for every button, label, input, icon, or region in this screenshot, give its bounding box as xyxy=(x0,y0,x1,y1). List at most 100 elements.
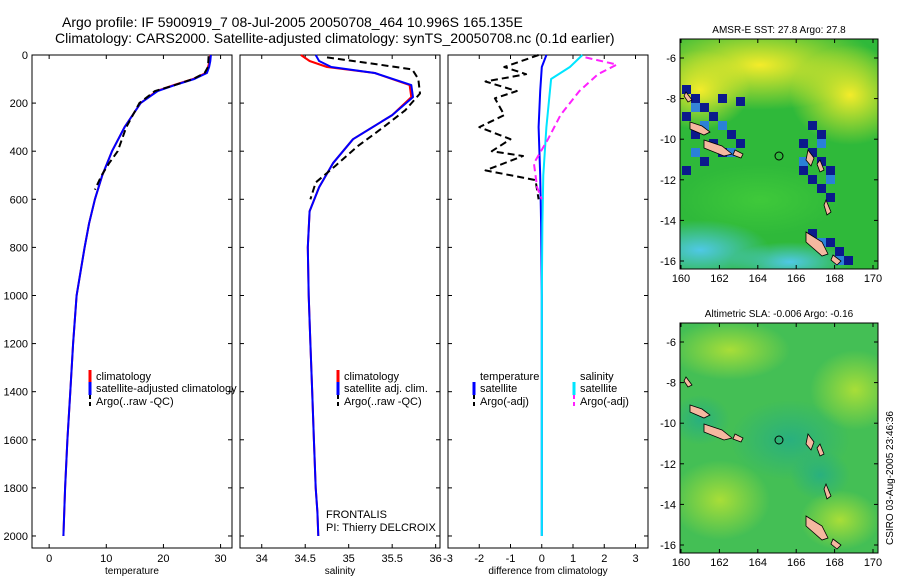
legend-temp-argo-label: Argo(-adj) xyxy=(480,396,529,408)
map-x-tick-label: 162 xyxy=(710,273,728,285)
sst-map: AMSR-E SST: 27.8 Argo: 27.8 xyxy=(660,25,882,285)
temperature-x-tick-label: 30 xyxy=(214,553,226,565)
map-x-tick-label: 160 xyxy=(672,273,690,285)
depth-tick-label: 600 xyxy=(10,194,28,206)
map-y-tick-label: -10 xyxy=(660,418,676,430)
difference-legend-salinity: salinity satellite Argo(-adj) xyxy=(572,371,629,408)
map-x-tick-label: 168 xyxy=(825,273,843,285)
salinity-x-tick-label: 34 xyxy=(256,553,268,565)
map-y-tick-label: -12 xyxy=(660,175,676,187)
legend-climatology-label: climatology xyxy=(96,371,152,383)
sla-land xyxy=(683,376,842,550)
legend-sal-argo-label: Argo(-adj) xyxy=(580,396,629,408)
depth-tick-label: 200 xyxy=(10,98,28,110)
map-x-tick-label: 166 xyxy=(787,557,805,569)
sst-map-field xyxy=(680,39,878,269)
map-x-tick-label: 170 xyxy=(864,273,882,285)
difference-plot-frame xyxy=(447,54,649,549)
legend-satellite-label: satellite adj. clim. xyxy=(344,383,428,395)
salinity-legend: climatology satellite adj. clim. Argo(..… xyxy=(336,370,428,408)
legend-temp-satellite-label: satellite xyxy=(480,383,517,395)
legend-heading-temperature: temperature xyxy=(480,371,539,383)
map-y-tick-label: -14 xyxy=(660,215,676,227)
map-y-tick-label: -6 xyxy=(666,53,676,65)
salinity-panel: 34 34.5 35 35.5 36 salinity xyxy=(239,54,442,577)
map-x-tick-label: 160 xyxy=(672,557,690,569)
depth-tick-label: 1400 xyxy=(4,387,28,399)
map-x-tick-label: 164 xyxy=(749,557,767,569)
difference-x-tick-label: -3 xyxy=(443,553,453,565)
map-y-tick-label: -16 xyxy=(660,256,676,268)
sst-cloud-gaps xyxy=(682,85,853,265)
sst-map-title: AMSR-E SST: 27.8 Argo: 27.8 xyxy=(712,25,846,36)
salinity-series-climatology xyxy=(300,54,413,537)
legend-argo-label: Argo(..raw -QC) xyxy=(344,396,422,408)
map-x-tick-label: 170 xyxy=(864,557,882,569)
map-x-tick-label: 164 xyxy=(749,273,767,285)
argo-position-marker xyxy=(774,435,784,445)
difference-x-tick-label: 0 xyxy=(539,553,545,565)
sst-map-frame xyxy=(679,38,879,270)
temperature-x-axis-label: temperature xyxy=(105,566,159,577)
salinity-plot-frame xyxy=(239,54,441,549)
map-y-tick-label: -6 xyxy=(666,337,676,349)
depth-tick-label: 2000 xyxy=(4,531,28,543)
temperature-plot-frame xyxy=(31,54,233,549)
depth-tick-label: 800 xyxy=(10,242,28,254)
difference-series-temperature-argo-adj xyxy=(478,54,540,200)
difference-legend-temperature: temperature satellite Argo(-adj) xyxy=(472,371,539,408)
difference-x-tick-label: 1 xyxy=(570,553,576,565)
map-y-tick-label: -8 xyxy=(666,94,676,106)
argo-position-marker xyxy=(774,151,784,161)
map-x-tick-label: 168 xyxy=(825,557,843,569)
map-x-tick-label: 166 xyxy=(787,273,805,285)
difference-x-tick-label: -2 xyxy=(474,553,484,565)
sla-map-title: Altimetric SLA: -0.006 Argo: -0.16 xyxy=(705,309,854,320)
sla-map-axes: 160 162 164 166 168 170 -6 -8 -10 -12 -14 -16 xyxy=(660,323,882,569)
depth-tick-label: 1600 xyxy=(4,435,28,447)
salinity-x-tick-label: 34.5 xyxy=(295,553,316,565)
legend-argo-label: Argo(..raw -QC) xyxy=(96,396,174,408)
map-y-tick-label: -12 xyxy=(660,459,676,471)
legend-heading-salinity: salinity xyxy=(580,371,614,383)
sst-land xyxy=(683,91,842,266)
difference-x-tick-label: 3 xyxy=(632,553,638,565)
depth-tick-label: 400 xyxy=(10,146,28,158)
map-x-tick-label: 162 xyxy=(710,557,728,569)
difference-x-axis-label: difference from climatology xyxy=(488,566,607,577)
map-y-tick-label: -16 xyxy=(660,540,676,552)
depth-tick-label: 1000 xyxy=(4,290,28,302)
salinity-x-tick-label: 35 xyxy=(343,553,355,565)
difference-series-salinity-argo-adj xyxy=(532,56,618,200)
depth-tick-label: 1200 xyxy=(4,339,28,351)
salinity-x-axis-label: salinity xyxy=(325,566,356,577)
map-y-tick-label: -8 xyxy=(666,378,676,390)
sla-map-frame xyxy=(679,322,879,554)
map-y-tick-label: -14 xyxy=(660,499,676,511)
temperature-x-tick-label: 10 xyxy=(100,553,112,565)
figure-title-line2: Climatology: CARS2000. Satellite-adjuste… xyxy=(55,30,615,46)
figure-title-line1: Argo profile: IF 5900919_7 08-Jul-2005 2… xyxy=(62,14,523,30)
sst-map-axes: 160 162 164 166 168 170 -6 -8 -10 -12 -14 -16 xyxy=(660,39,882,285)
sla-map-field xyxy=(680,323,878,553)
legend-satellite-label: satellite-adjusted climatology xyxy=(96,383,237,395)
credit-text: CSIRO 03-Aug-2005 23:46:36 xyxy=(885,411,896,545)
difference-x-tick-label: -1 xyxy=(506,553,516,565)
depth-tick-label: 0 xyxy=(22,50,28,62)
difference-series-salinity-satellite xyxy=(540,54,584,536)
legend-sal-satellite-label: satellite xyxy=(580,383,617,395)
temperature-panel: 0 10 20 30 0 200 400 600 800 1000 1200 1400 1600 1800… xyxy=(4,50,233,577)
temperature-series-argo-raw-qc xyxy=(93,56,210,191)
map-y-tick-label: -10 xyxy=(660,134,676,146)
temperature-x-tick-label: 20 xyxy=(157,553,169,565)
sla-map: Altimetric SLA: -0.006 Argo: -0.16 xyxy=(660,309,882,569)
temperature-legend: climatology satellite-adjusted climatolo… xyxy=(88,370,237,408)
float-name-annotation: FRONTALIS xyxy=(326,509,387,521)
depth-tick-label: 1800 xyxy=(4,483,28,495)
difference-x-tick-label: 2 xyxy=(601,553,607,565)
temperature-x-tick-label: 0 xyxy=(46,553,52,565)
salinity-series-satellite-adj-clim xyxy=(306,54,414,537)
pi-annotation: PI: Thierry DELCROIX xyxy=(326,522,436,534)
legend-climatology-label: climatology xyxy=(344,371,400,383)
